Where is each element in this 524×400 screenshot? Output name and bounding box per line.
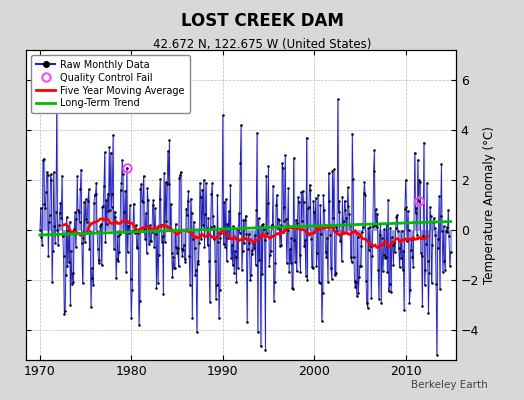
- Text: LOST CREEK DAM: LOST CREEK DAM: [181, 12, 343, 30]
- Legend: Raw Monthly Data, Quality Control Fail, Five Year Moving Average, Long-Term Tren: Raw Monthly Data, Quality Control Fail, …: [31, 55, 190, 113]
- Text: Berkeley Earth: Berkeley Earth: [411, 380, 487, 390]
- Y-axis label: Temperature Anomaly (°C): Temperature Anomaly (°C): [483, 126, 496, 284]
- Text: 42.672 N, 122.675 W (United States): 42.672 N, 122.675 W (United States): [153, 38, 371, 51]
